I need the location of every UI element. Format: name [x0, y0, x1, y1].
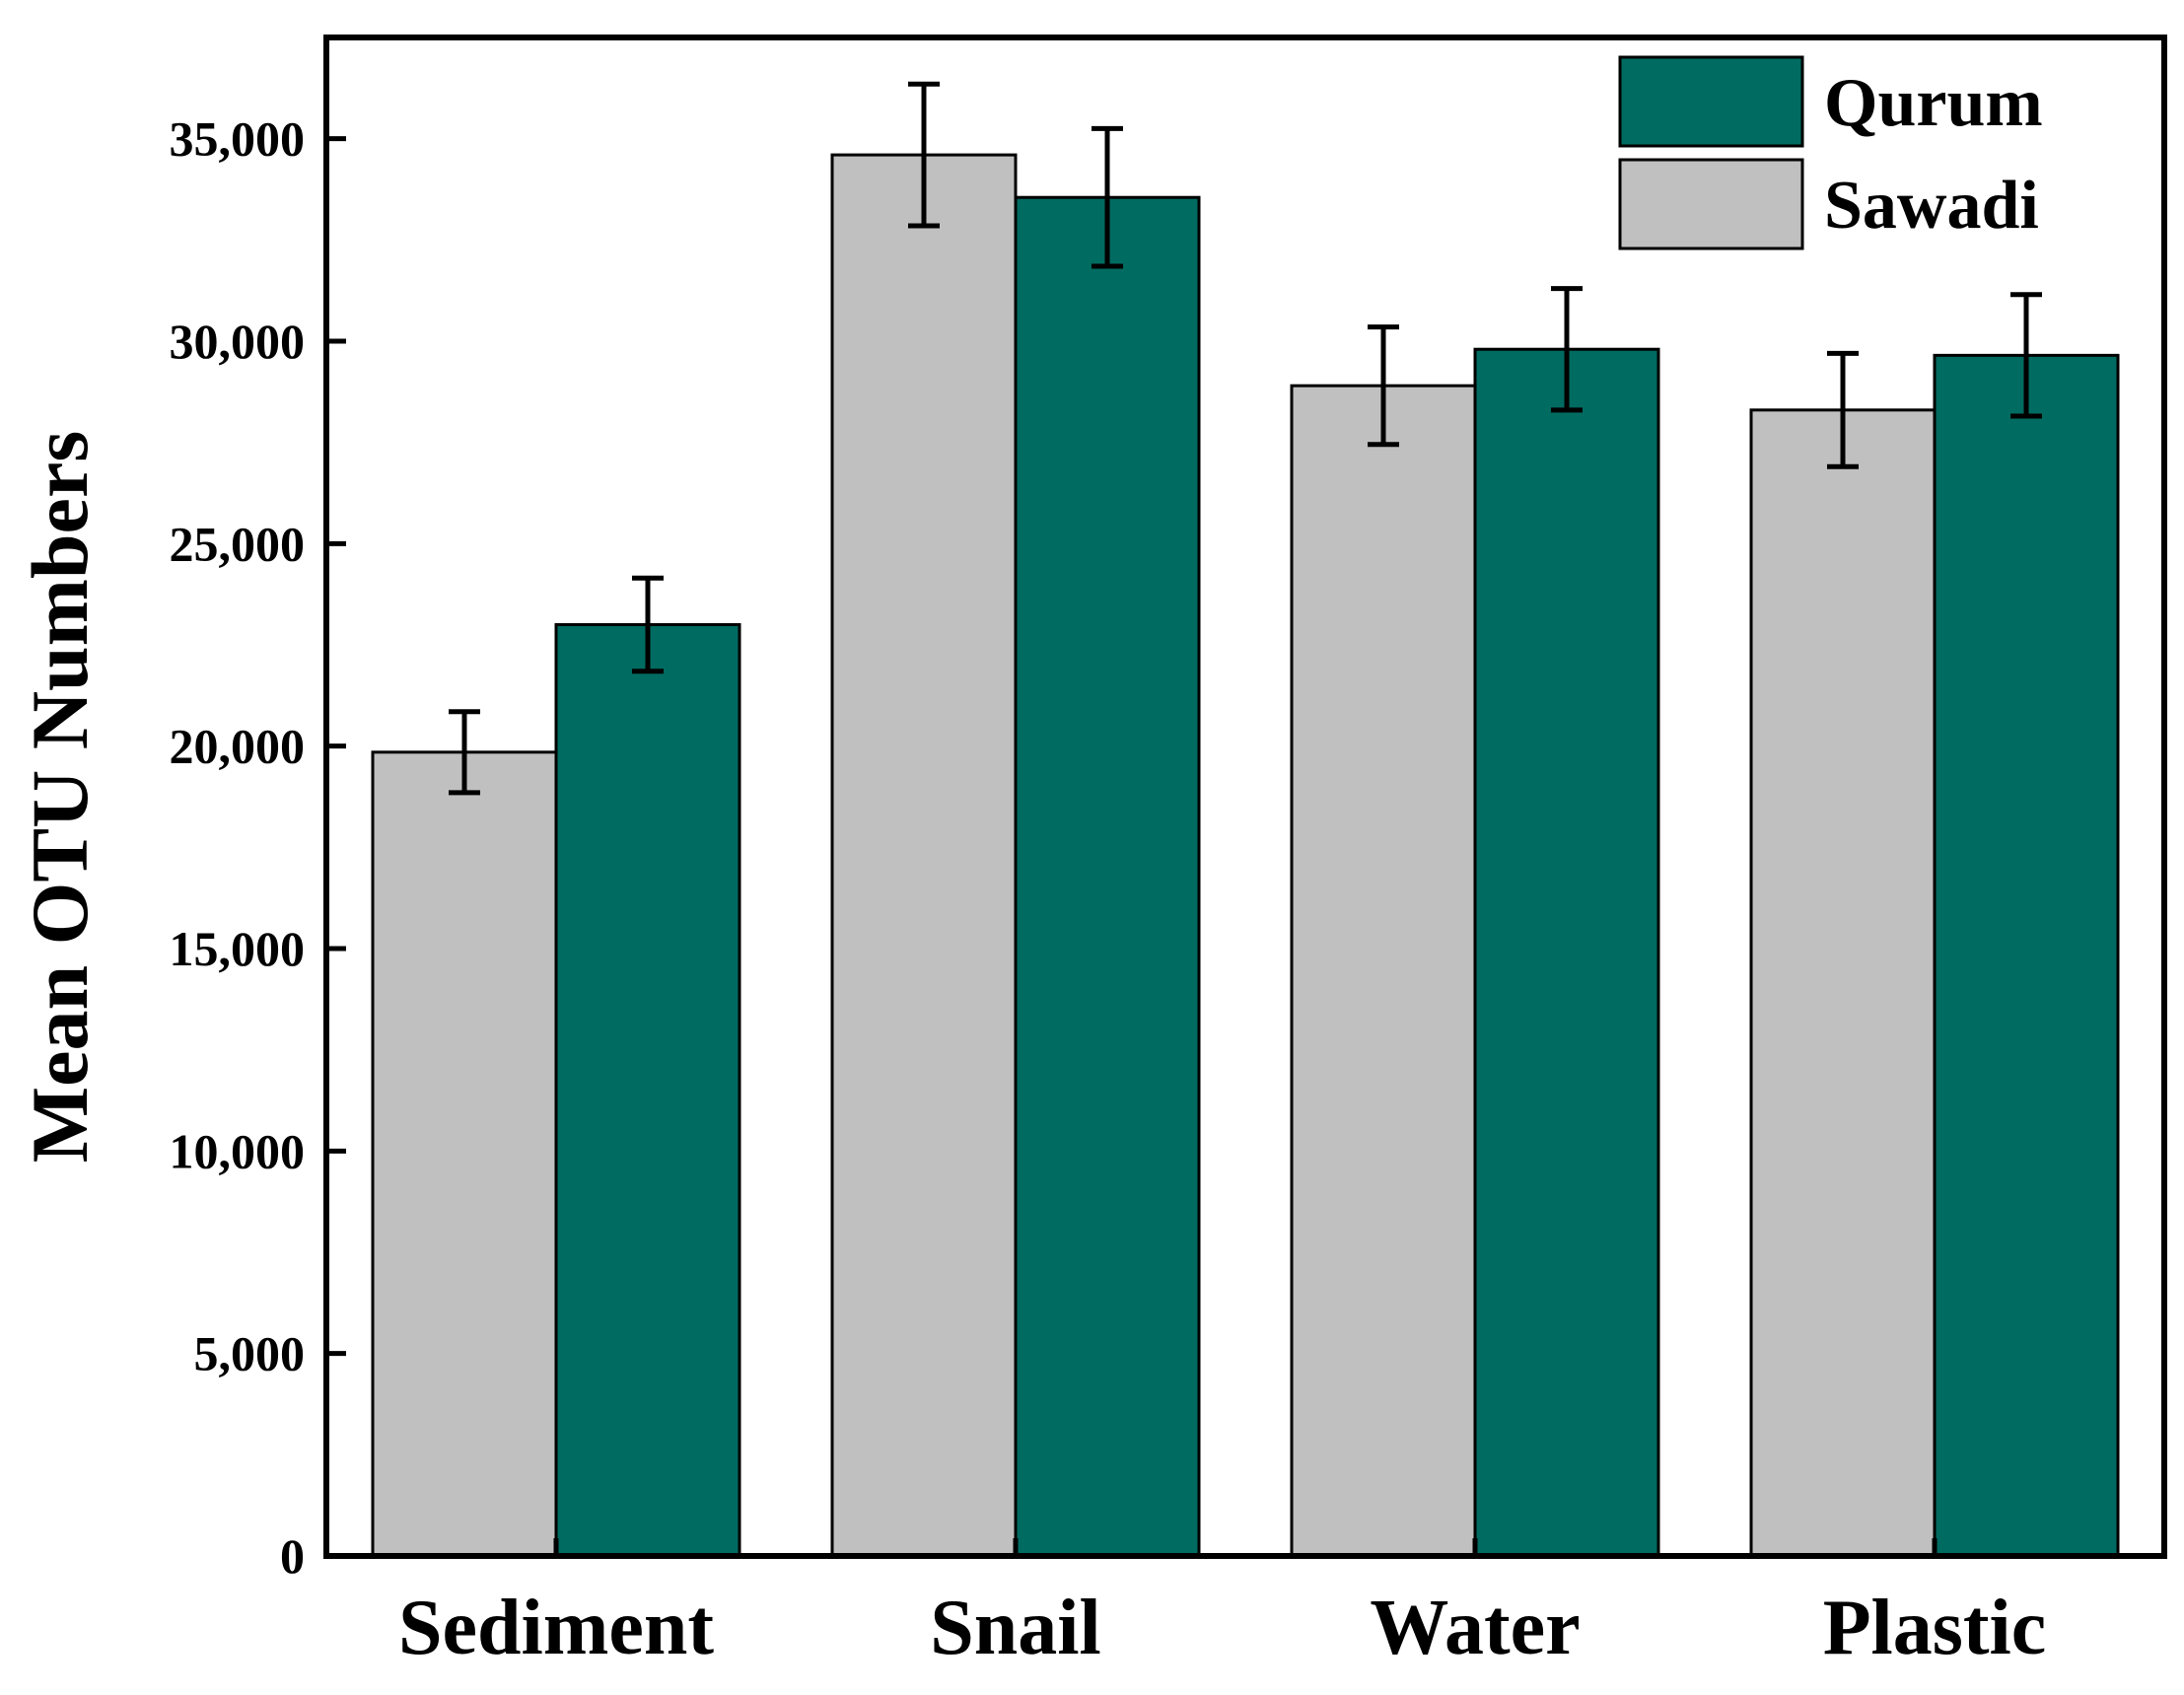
bar-qurum-water	[1473, 347, 1660, 1558]
error-bar-sawadi-snail	[908, 81, 940, 229]
y-axis: 0 5,000 10,000 15,000 20,000 25,000 30,000 35,0…	[170, 111, 346, 1584]
legend: Qurum Sawadi	[1618, 55, 2043, 250]
bar-qurum-snail	[1014, 195, 1201, 1558]
y-tick-label: 20,000	[170, 719, 306, 774]
error-bar-qurum-sediment	[632, 575, 664, 674]
legend-swatch-sawadi	[1618, 158, 1804, 250]
y-axis-title: Mean OTU Numbers	[15, 431, 105, 1164]
x-category-label: Sediment	[398, 1585, 714, 1671]
y-tick-label: 10,000	[170, 1123, 306, 1178]
error-bar-sawadi-water	[1368, 324, 1399, 448]
bar-qurum-sediment	[554, 622, 741, 1558]
y-tick-label: 5,000	[194, 1326, 306, 1381]
bar-sawadi-snail	[830, 153, 1018, 1558]
error-bars-layer	[449, 81, 2042, 796]
bar-sawadi-plastic	[1749, 408, 1937, 1558]
legend-label-sawadi: Sawadi	[1824, 168, 2039, 244]
bar-qurum-plastic	[1933, 353, 2120, 1558]
bars-layer	[371, 153, 2120, 1558]
y-tick-label: 30,000	[170, 314, 306, 369]
error-bar-sawadi-sediment	[449, 709, 480, 796]
y-tick-label: 15,000	[170, 921, 306, 976]
legend-swatch-qurum	[1618, 55, 1804, 148]
bar-sawadi-water	[1290, 384, 1477, 1558]
x-category-label: Water	[1370, 1585, 1580, 1671]
y-tick-label: 35,000	[170, 111, 306, 167]
bar-sawadi-sediment	[371, 750, 558, 1558]
y-tick-label: 25,000	[170, 516, 306, 571]
x-axis: Sediment Snail Water Plastic	[398, 1538, 2046, 1671]
legend-label-qurum: Qurum	[1824, 65, 2043, 141]
x-category-label: Snail	[930, 1585, 1100, 1671]
x-category-label: Plastic	[1823, 1585, 2047, 1671]
error-bar-sawadi-plastic	[1827, 350, 1859, 469]
plot-frame	[323, 35, 2167, 1559]
error-bar-qurum-water	[1551, 286, 1583, 413]
error-bar-qurum-plastic	[2010, 292, 2042, 419]
error-bar-qurum-snail	[1092, 125, 1123, 269]
y-tick-label: 0	[280, 1528, 305, 1584]
